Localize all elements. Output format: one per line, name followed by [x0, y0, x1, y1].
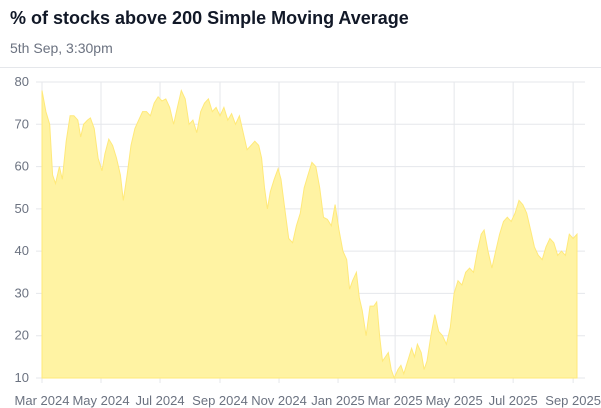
- y-tick-label: 40: [15, 243, 29, 258]
- x-tick-label: Mar 2025: [368, 393, 423, 408]
- x-tick-label: Sep 2024: [192, 393, 248, 408]
- x-tick-label: May 2025: [426, 393, 483, 408]
- y-tick-label: 30: [15, 285, 29, 300]
- y-tick-label: 50: [15, 201, 29, 216]
- area-series-0: [41, 88, 578, 380]
- x-tick-label: Mar 2024: [15, 393, 70, 408]
- timestamp-subtitle: 5th Sep, 3:30pm: [10, 40, 113, 56]
- x-tick-label: May 2024: [72, 393, 129, 408]
- y-tick-label: 70: [15, 116, 29, 131]
- x-tick-label: Jan 2025: [311, 393, 365, 408]
- y-tick-label: 80: [15, 74, 29, 89]
- y-axis-ticks: 10 20 30 40 50 60 70 80: [15, 74, 29, 385]
- y-tick-label: 60: [15, 159, 29, 174]
- x-tick-label: Jul 2025: [489, 393, 538, 408]
- x-axis-ticks: Mar 2024 May 2024 Jul 2024 Sep 2024 Nov 2024…: [15, 393, 601, 408]
- x-tick-label: Sep 2025: [545, 393, 601, 408]
- area-series: [41, 88, 578, 380]
- x-tick-label: Nov 2024: [251, 393, 307, 408]
- y-tick-label: 20: [15, 328, 29, 343]
- x-tick-label: Jul 2024: [135, 393, 184, 408]
- y-tick-label: 10: [15, 370, 29, 385]
- page-title: % of stocks above 200 Simple Moving Aver…: [10, 8, 409, 28]
- header-divider: [0, 67, 601, 68]
